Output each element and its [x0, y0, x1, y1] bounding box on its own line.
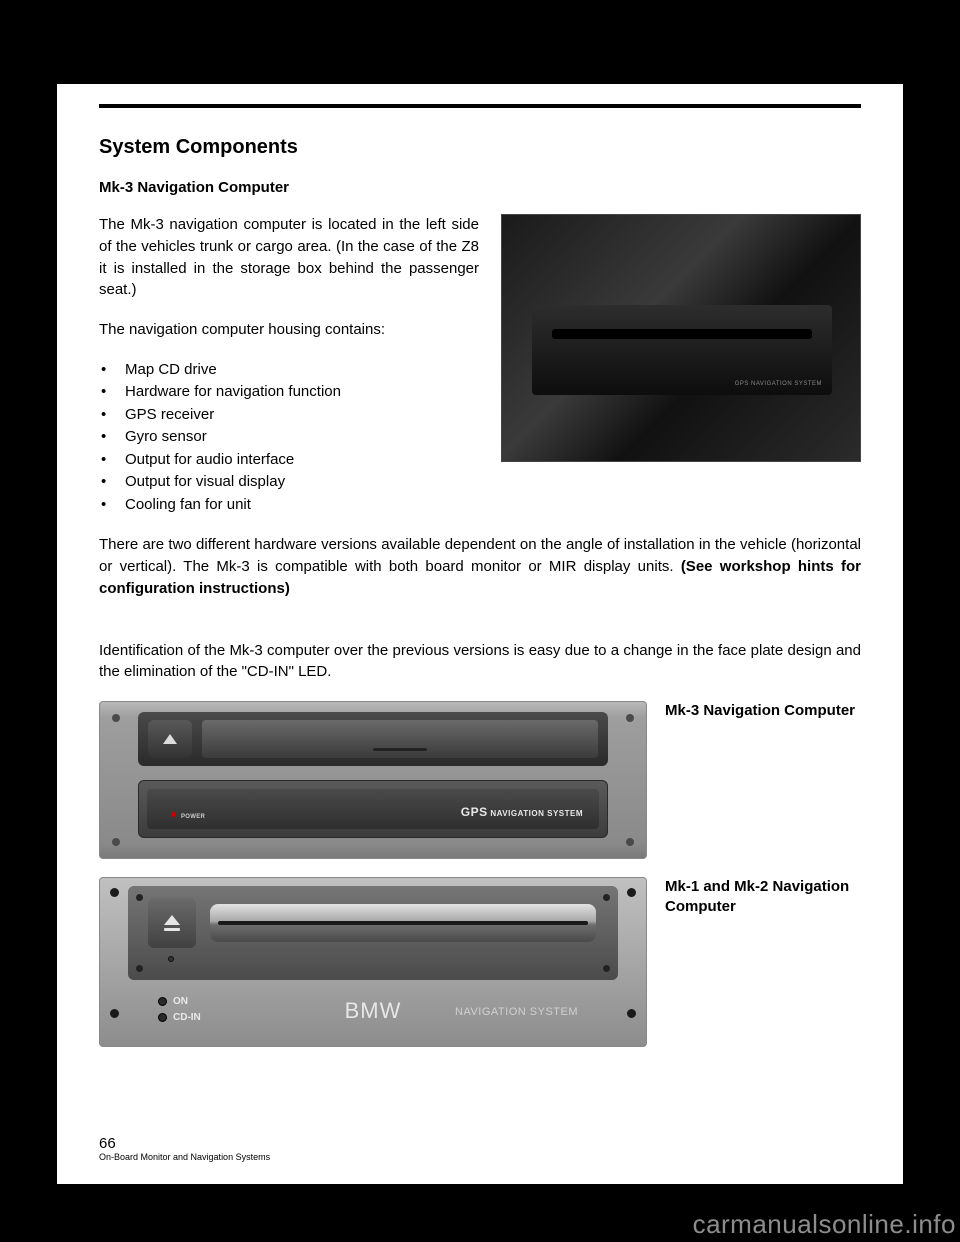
- page: System Components Mk-3 Navigation Comput…: [57, 58, 903, 1184]
- footer-text: On-Board Monitor and Navigation Systems: [99, 1152, 270, 1162]
- cd-slot: [202, 720, 598, 758]
- list-item: Hardware for navigation function: [99, 381, 479, 404]
- mk12-device-row: ON CD-IN BMW NAVIGATION SYSTEM Mk-1 and …: [99, 877, 861, 1047]
- intro-text-column: The Mk-3 navigation computer is located …: [99, 214, 479, 516]
- top-black-bar: [57, 58, 903, 84]
- list-item: GPS receiver: [99, 404, 479, 427]
- screw-icon: [136, 965, 143, 972]
- screw-icon: [627, 888, 636, 897]
- on-indicator-label: ON: [158, 996, 188, 1007]
- header-rule: [99, 104, 861, 108]
- nav-system-label: NAVIGATION SYSTEM: [455, 1006, 578, 1018]
- power-label: POWER: [181, 814, 205, 820]
- content-area: System Components Mk-3 Navigation Comput…: [99, 136, 861, 1065]
- identification-paragraph: Identification of the Mk-3 computer over…: [99, 640, 861, 684]
- mk3-inner-panel: POWER GPS NAVIGATION SYSTEM: [147, 789, 599, 829]
- cd-slot: [210, 904, 596, 942]
- screw-icon: [603, 894, 610, 901]
- intro-row: The Mk-3 navigation computer is located …: [99, 214, 861, 516]
- intro-paragraph-2: The navigation computer housing contains…: [99, 319, 479, 341]
- screw-icon: [110, 888, 119, 897]
- list-item: Output for visual display: [99, 471, 479, 494]
- page-footer: 66 On-Board Monitor and Navigation Syste…: [99, 1135, 270, 1162]
- eject-triangle-icon: [164, 915, 180, 925]
- screw-icon: [627, 1009, 636, 1018]
- photo-nav-unit: GPS NAVIGATION SYSTEM: [532, 305, 832, 395]
- trunk-photo: GPS NAVIGATION SYSTEM: [501, 214, 861, 462]
- mk12-caption: Mk-1 and Mk-2 Navigation Computer: [665, 877, 861, 916]
- photo-cd-slot: [552, 329, 812, 339]
- eject-button-icon: [148, 720, 192, 758]
- mk12-face-panel: [128, 886, 618, 980]
- list-item: Map CD drive: [99, 359, 479, 382]
- mk12-device-illustration: ON CD-IN BMW NAVIGATION SYSTEM: [99, 877, 647, 1047]
- mk3-lower-panel: POWER GPS NAVIGATION SYSTEM: [138, 780, 608, 838]
- hardware-versions-paragraph: There are two different hardware version…: [99, 534, 861, 599]
- list-item: Output for audio interface: [99, 449, 479, 472]
- gps-big: GPS: [461, 805, 488, 819]
- mk3-device-illustration: POWER GPS NAVIGATION SYSTEM: [99, 701, 647, 859]
- mk3-device-row: POWER GPS NAVIGATION SYSTEM Mk-3 Navigat…: [99, 701, 861, 859]
- intro-paragraph-1: The Mk-3 navigation computer is located …: [99, 214, 479, 301]
- housing-contents-list: Map CD drive Hardware for navigation fun…: [99, 359, 479, 517]
- eject-bar-icon: [164, 928, 180, 931]
- heading-system-components: System Components: [99, 136, 861, 159]
- gps-small: NAVIGATION SYSTEM: [488, 809, 583, 818]
- mk3-top-panel: [138, 712, 608, 766]
- led-icon: [168, 956, 174, 962]
- screw-icon: [626, 714, 634, 722]
- screw-icon: [112, 838, 120, 846]
- screw-icon: [110, 1009, 119, 1018]
- cdin-indicator-label: CD-IN: [158, 1012, 201, 1023]
- screw-icon: [603, 965, 610, 972]
- heading-mk3-nav-computer: Mk-3 Navigation Computer: [99, 179, 861, 196]
- eject-button-icon: [148, 898, 196, 948]
- list-item: Gyro sensor: [99, 426, 479, 449]
- screw-icon: [112, 714, 120, 722]
- page-number: 66: [99, 1135, 270, 1152]
- screw-icon: [626, 838, 634, 846]
- mk3-caption: Mk-3 Navigation Computer: [665, 701, 861, 721]
- watermark: carmanualsonline.info: [693, 1209, 956, 1240]
- gps-nav-label: GPS NAVIGATION SYSTEM: [461, 805, 583, 819]
- screw-icon: [136, 894, 143, 901]
- list-item: Cooling fan for unit: [99, 494, 479, 517]
- photo-unit-label: GPS NAVIGATION SYSTEM: [735, 381, 822, 387]
- power-led-icon: [171, 812, 176, 817]
- mk12-bottom-row: ON CD-IN BMW NAVIGATION SYSTEM: [128, 990, 618, 1032]
- brand-label: BMW: [345, 998, 402, 1024]
